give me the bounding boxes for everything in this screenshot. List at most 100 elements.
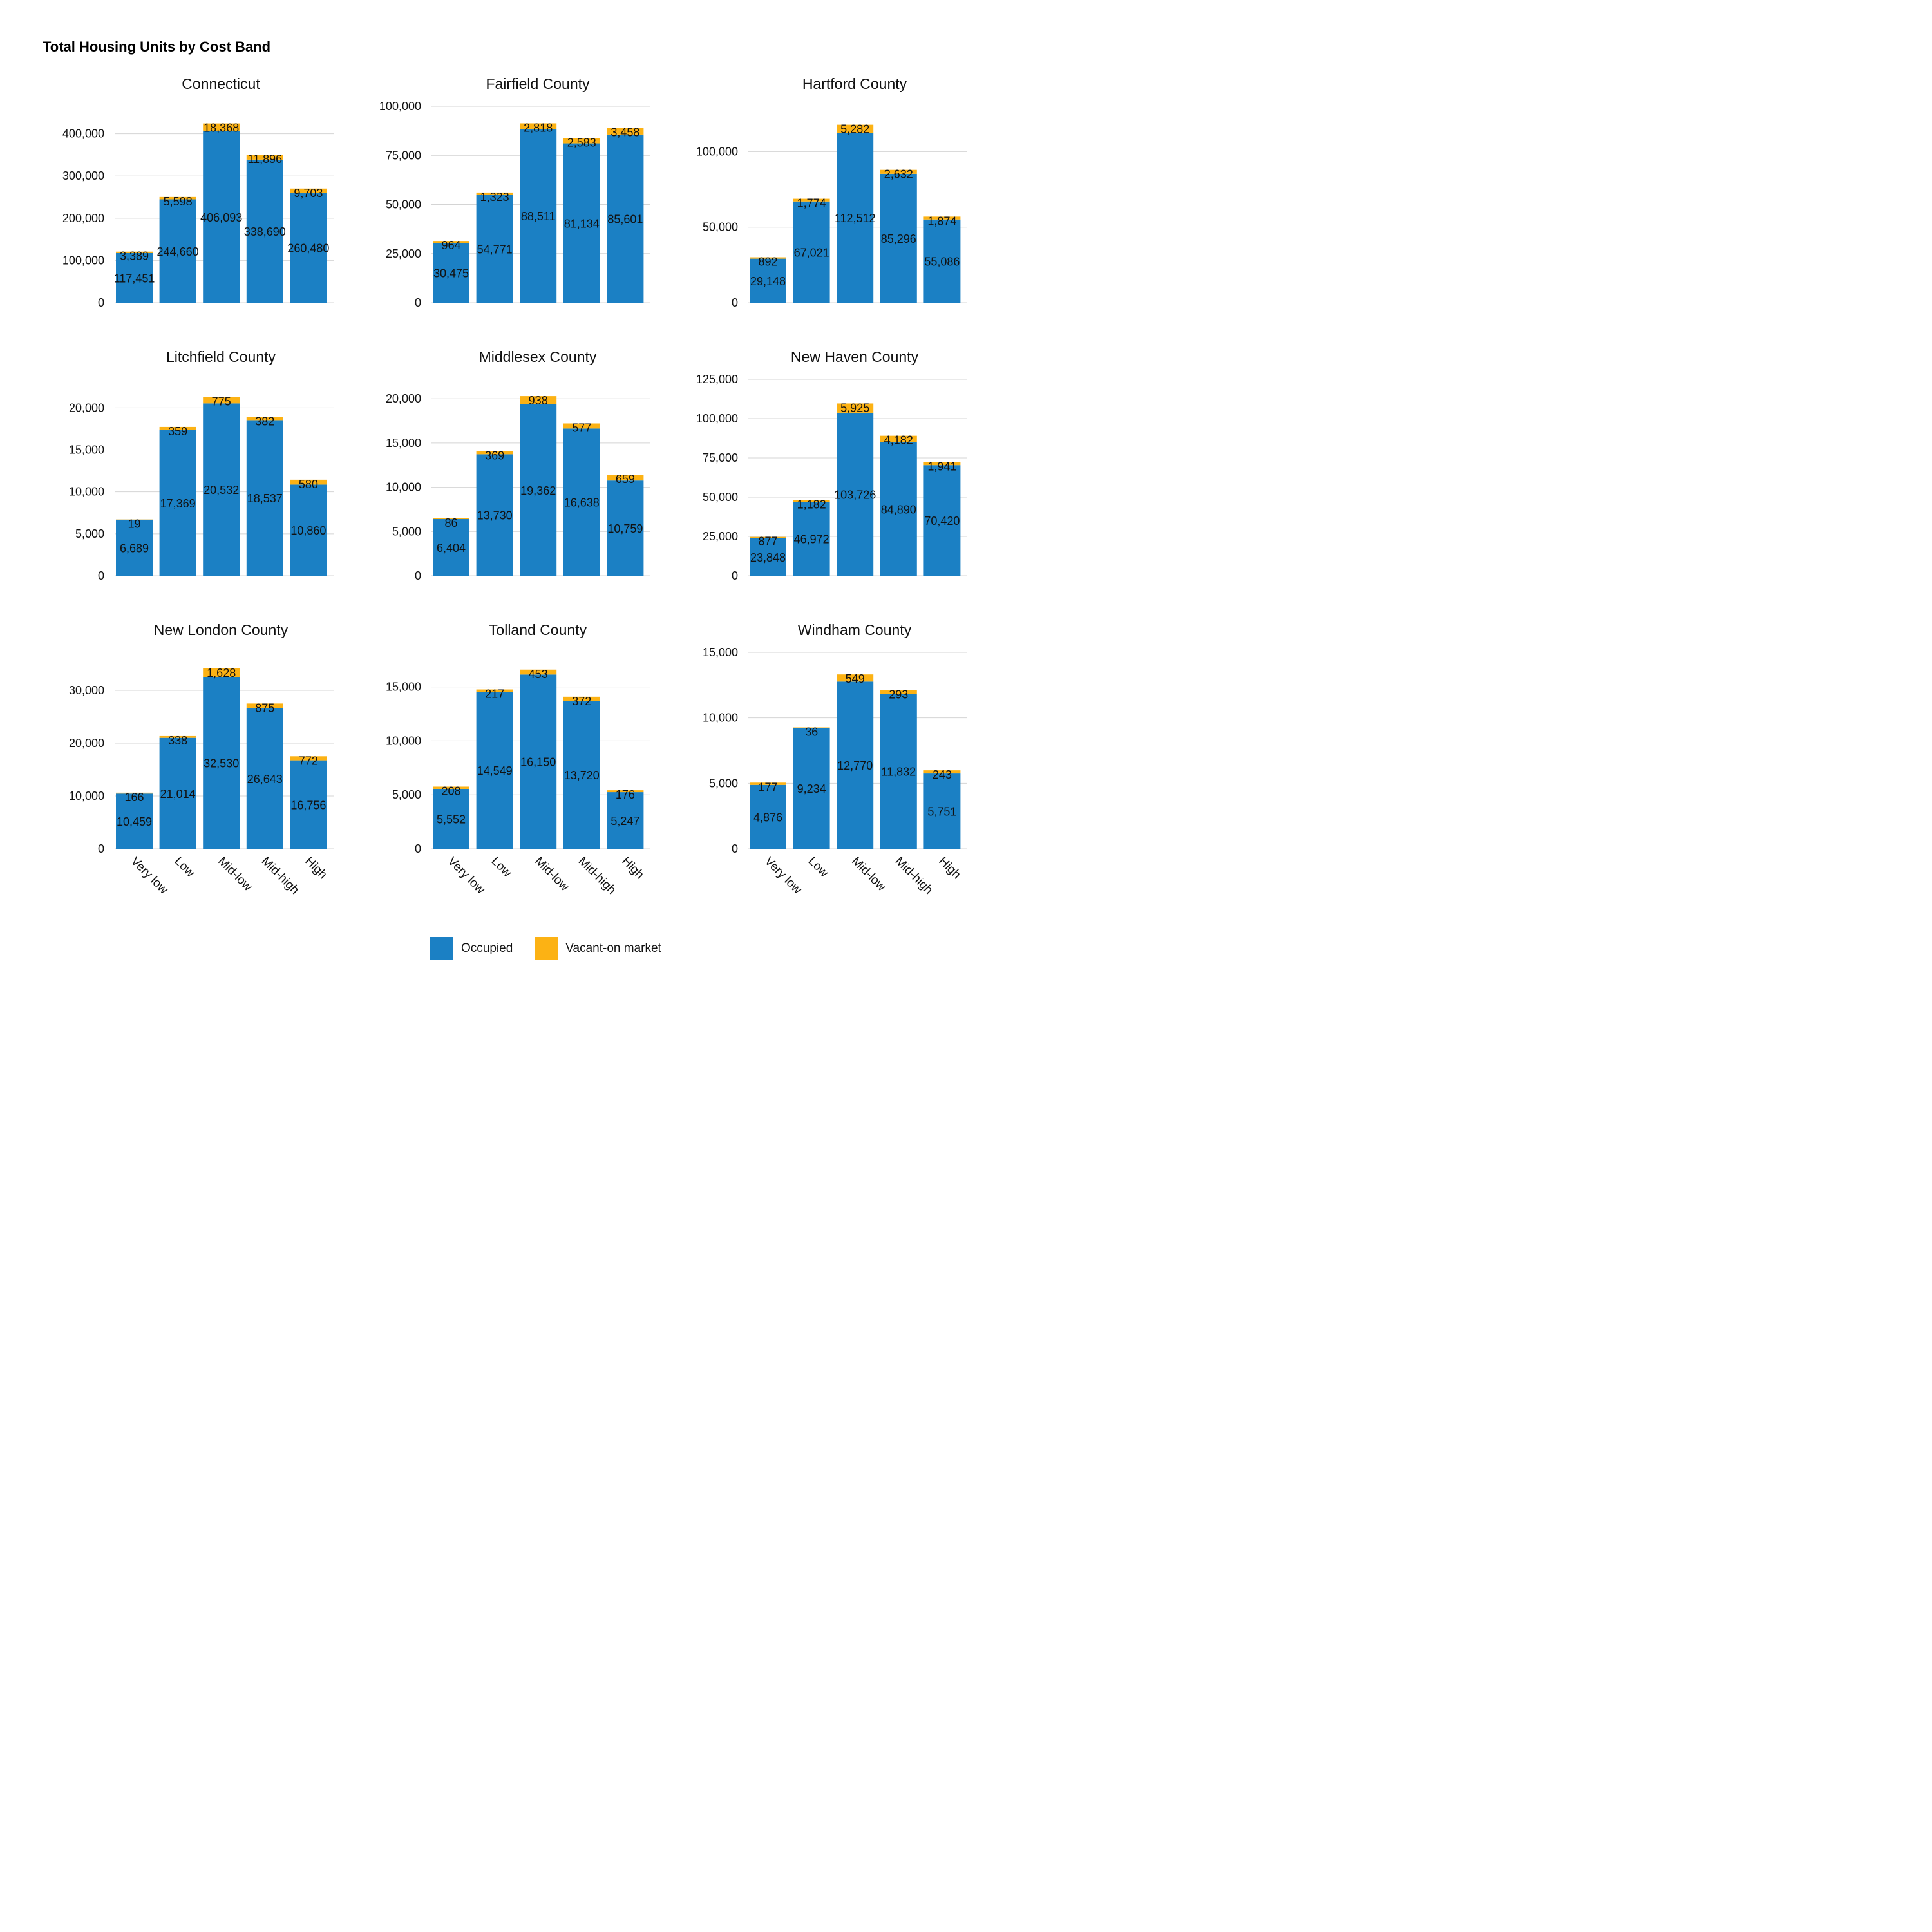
bar-occupied xyxy=(116,793,153,849)
bar-vacant xyxy=(203,397,240,404)
panel-title-fairfield-county: Fairfield County xyxy=(486,75,590,92)
ytick-label: 300,000 xyxy=(62,169,104,182)
data-label-occupied: 19,362 xyxy=(520,484,556,497)
panel-title-connecticut: Connecticut xyxy=(182,75,260,92)
small-multiples-chart: Connecticut 0 100,000 200,000 300,000 400,000… xyxy=(62,75,967,897)
bar-vacant xyxy=(607,128,644,135)
bar-occupied xyxy=(433,788,469,849)
data-label-occupied: 103,726 xyxy=(834,488,876,501)
bar-vacant xyxy=(607,475,644,481)
bar-vacant xyxy=(923,770,961,774)
bar-occupied xyxy=(837,412,874,576)
data-label-vacant: 580 xyxy=(299,478,318,491)
xtick-label: Mid-high xyxy=(259,855,301,897)
data-label-vacant: 36 xyxy=(805,726,818,739)
data-label-vacant: 772 xyxy=(299,754,318,767)
data-label-vacant: 382 xyxy=(255,415,274,428)
data-label-occupied: 14,549 xyxy=(477,764,513,777)
data-label-vacant: 177 xyxy=(758,781,777,793)
data-label-vacant: 338 xyxy=(168,734,187,747)
ytick-label: 0 xyxy=(98,842,104,855)
ytick-label: 20,000 xyxy=(69,401,104,414)
data-label-occupied: 23,848 xyxy=(750,551,786,564)
bar-occupied xyxy=(520,129,557,303)
data-label-vacant: 775 xyxy=(212,395,231,408)
bar-occupied xyxy=(159,430,196,576)
data-label-occupied: 244,660 xyxy=(157,245,199,258)
data-label-vacant: 18,368 xyxy=(204,122,239,135)
data-label-vacant: 5,925 xyxy=(840,401,869,414)
bar-occupied xyxy=(159,737,196,849)
data-label-vacant: 875 xyxy=(255,701,274,714)
xtick-label: Low xyxy=(172,855,198,880)
ytick-label: 10,000 xyxy=(386,481,421,494)
data-label-occupied: 10,759 xyxy=(607,522,643,535)
data-label-vacant: 372 xyxy=(572,695,591,708)
data-label-occupied: 338,690 xyxy=(244,225,286,238)
bar-vacant xyxy=(116,251,153,253)
ytick-label: 10,000 xyxy=(703,712,738,724)
panel-title-hartford-county: Hartford County xyxy=(802,75,907,92)
bar-occupied xyxy=(246,420,283,576)
data-label-occupied: 20,532 xyxy=(204,484,239,497)
data-label-occupied: 26,643 xyxy=(247,773,283,786)
panel-title-new-haven-county: New Haven County xyxy=(791,348,919,365)
data-label-occupied: 32,530 xyxy=(204,757,239,770)
data-label-occupied: 13,720 xyxy=(564,769,600,782)
data-label-occupied: 9,234 xyxy=(797,782,826,795)
data-label-occupied: 5,247 xyxy=(611,815,639,828)
ytick-label: 20,000 xyxy=(69,737,104,750)
panel-title-tolland-county: Tolland County xyxy=(489,621,587,638)
ytick-label: 15,000 xyxy=(386,437,421,450)
ytick-label: 100,000 xyxy=(696,145,738,158)
bar-vacant xyxy=(520,123,557,129)
bar-occupied xyxy=(246,159,283,303)
ytick-label: 25,000 xyxy=(703,530,738,543)
data-label-vacant: 1,323 xyxy=(480,191,509,204)
data-label-vacant: 293 xyxy=(889,688,908,701)
bar-occupied xyxy=(563,701,600,849)
data-label-vacant: 1,774 xyxy=(797,197,826,210)
data-label-occupied: 85,601 xyxy=(607,213,643,225)
data-label-occupied: 29,148 xyxy=(750,275,786,288)
bar-occupied xyxy=(203,131,240,303)
xtick-label: Low xyxy=(806,855,831,880)
data-label-occupied: 81,134 xyxy=(564,217,600,230)
bar-occupied xyxy=(793,502,830,576)
data-label-vacant: 1,941 xyxy=(927,460,956,473)
bar-vacant xyxy=(476,451,513,455)
ytick-label: 0 xyxy=(732,569,738,582)
bar-occupied xyxy=(290,760,327,849)
bar-vacant xyxy=(433,518,469,520)
ytick-label: 10,000 xyxy=(386,734,421,747)
bar-occupied xyxy=(203,677,240,849)
data-label-occupied: 6,404 xyxy=(437,542,466,554)
data-label-vacant: 3,389 xyxy=(120,250,149,263)
bar-vacant xyxy=(793,500,830,502)
bar-vacant xyxy=(880,690,917,694)
bar-vacant xyxy=(750,536,786,538)
bar-vacant xyxy=(750,782,786,785)
bar-occupied xyxy=(750,784,786,849)
bar-vacant xyxy=(750,257,786,259)
bar-vacant xyxy=(246,417,283,421)
ytick-label: 10,000 xyxy=(69,486,104,498)
ytick-label: 0 xyxy=(732,296,738,309)
xtick-label: Mid-low xyxy=(532,855,571,894)
ytick-label: 100,000 xyxy=(379,100,421,113)
bar-occupied xyxy=(159,199,196,303)
bar-occupied xyxy=(476,454,513,576)
data-label-occupied: 12,770 xyxy=(837,759,873,772)
bar-vacant xyxy=(520,396,557,404)
xtick-label: Mid-low xyxy=(215,855,254,894)
ytick-label: 10,000 xyxy=(69,790,104,802)
legend: Occupied Vacant-on market xyxy=(430,937,670,960)
data-label-occupied: 16,150 xyxy=(520,756,556,769)
bar-vacant xyxy=(246,703,283,708)
bar-occupied xyxy=(837,133,874,303)
bar-occupied xyxy=(607,792,644,849)
data-label-occupied: 67,021 xyxy=(794,246,829,259)
xtick-label: Mid-low xyxy=(849,855,888,894)
chart-main-title: Total Housing Units by Cost Band xyxy=(43,39,271,55)
data-label-vacant: 1,874 xyxy=(927,214,956,227)
